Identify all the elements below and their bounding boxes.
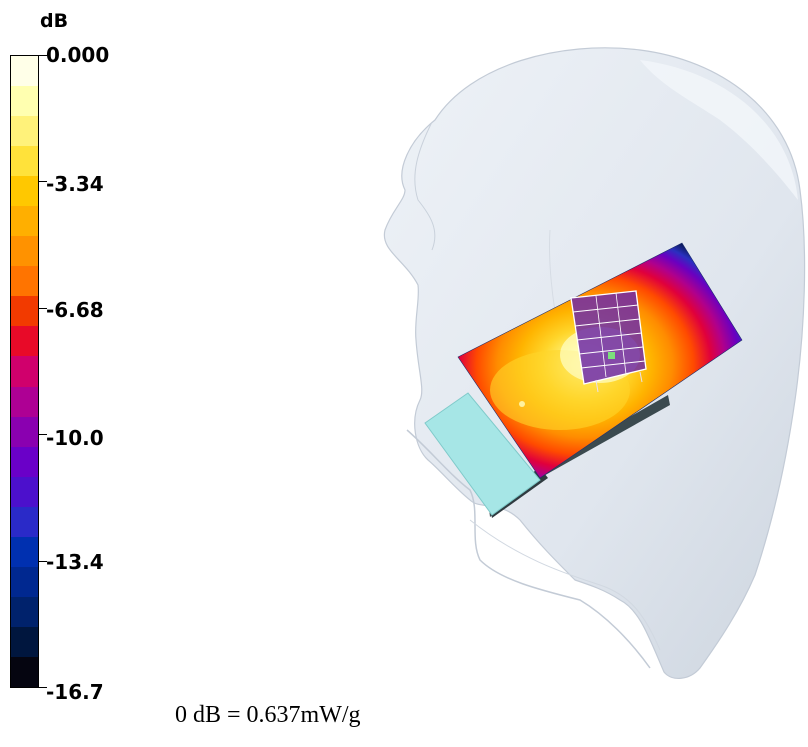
colorbar-band	[11, 356, 38, 387]
phone-side	[488, 395, 670, 517]
colorbar-band	[11, 266, 38, 297]
colorbar-tick-label: 0.000	[46, 43, 110, 67]
colorbar-band	[11, 116, 38, 147]
colorbar-band	[11, 206, 38, 237]
hotspot-marker	[519, 401, 525, 407]
colorbar-band	[11, 626, 38, 657]
colorbar-unit-label: dB	[40, 10, 69, 32]
colorbar-tick	[39, 434, 47, 435]
colorbar-band	[11, 536, 38, 567]
colorbar-band	[11, 56, 38, 87]
head-shading	[640, 60, 798, 200]
colorbar-band	[11, 146, 38, 177]
colorbar-band	[11, 656, 38, 687]
face-contour	[414, 121, 436, 251]
colorbar-band	[11, 506, 38, 537]
head-phantom-render	[383, 47, 806, 679]
colorbar-tick	[39, 561, 47, 562]
colorbar-tick	[39, 308, 47, 309]
colorbar-tick	[39, 181, 47, 182]
colorbar-band	[11, 566, 38, 597]
jaw-contour	[406, 429, 651, 669]
colorbar-tick-label: -16.7	[46, 680, 104, 704]
phone-face	[424, 392, 541, 516]
colorbar-tick-label: -13.4	[46, 550, 104, 574]
zoom-scan-cube	[570, 290, 647, 393]
colorbar-tick-label: -10.0	[46, 426, 104, 450]
colorbar-band	[11, 236, 38, 267]
colorbar-band	[11, 596, 38, 627]
colorbar-band	[11, 326, 38, 357]
colorbar-band	[11, 446, 38, 477]
colorbar-tick-label: -6.68	[46, 298, 104, 322]
colorbar-tick	[39, 687, 47, 688]
colorbar-band	[11, 386, 38, 417]
lower-contour	[469, 519, 661, 651]
colorbar-tick	[39, 55, 47, 56]
colorbar-tick-label: -3.34	[46, 172, 104, 196]
3d-viewport[interactable]	[185, 0, 808, 690]
colorbar-band	[11, 296, 38, 327]
colorbar-band	[11, 86, 38, 117]
colorbar-band	[11, 476, 38, 507]
colorbar	[10, 55, 39, 688]
colorbar-band	[11, 176, 38, 207]
reference-value-caption: 0 dB = 0.637mW/g	[175, 702, 361, 728]
colorbar-band	[11, 416, 38, 447]
